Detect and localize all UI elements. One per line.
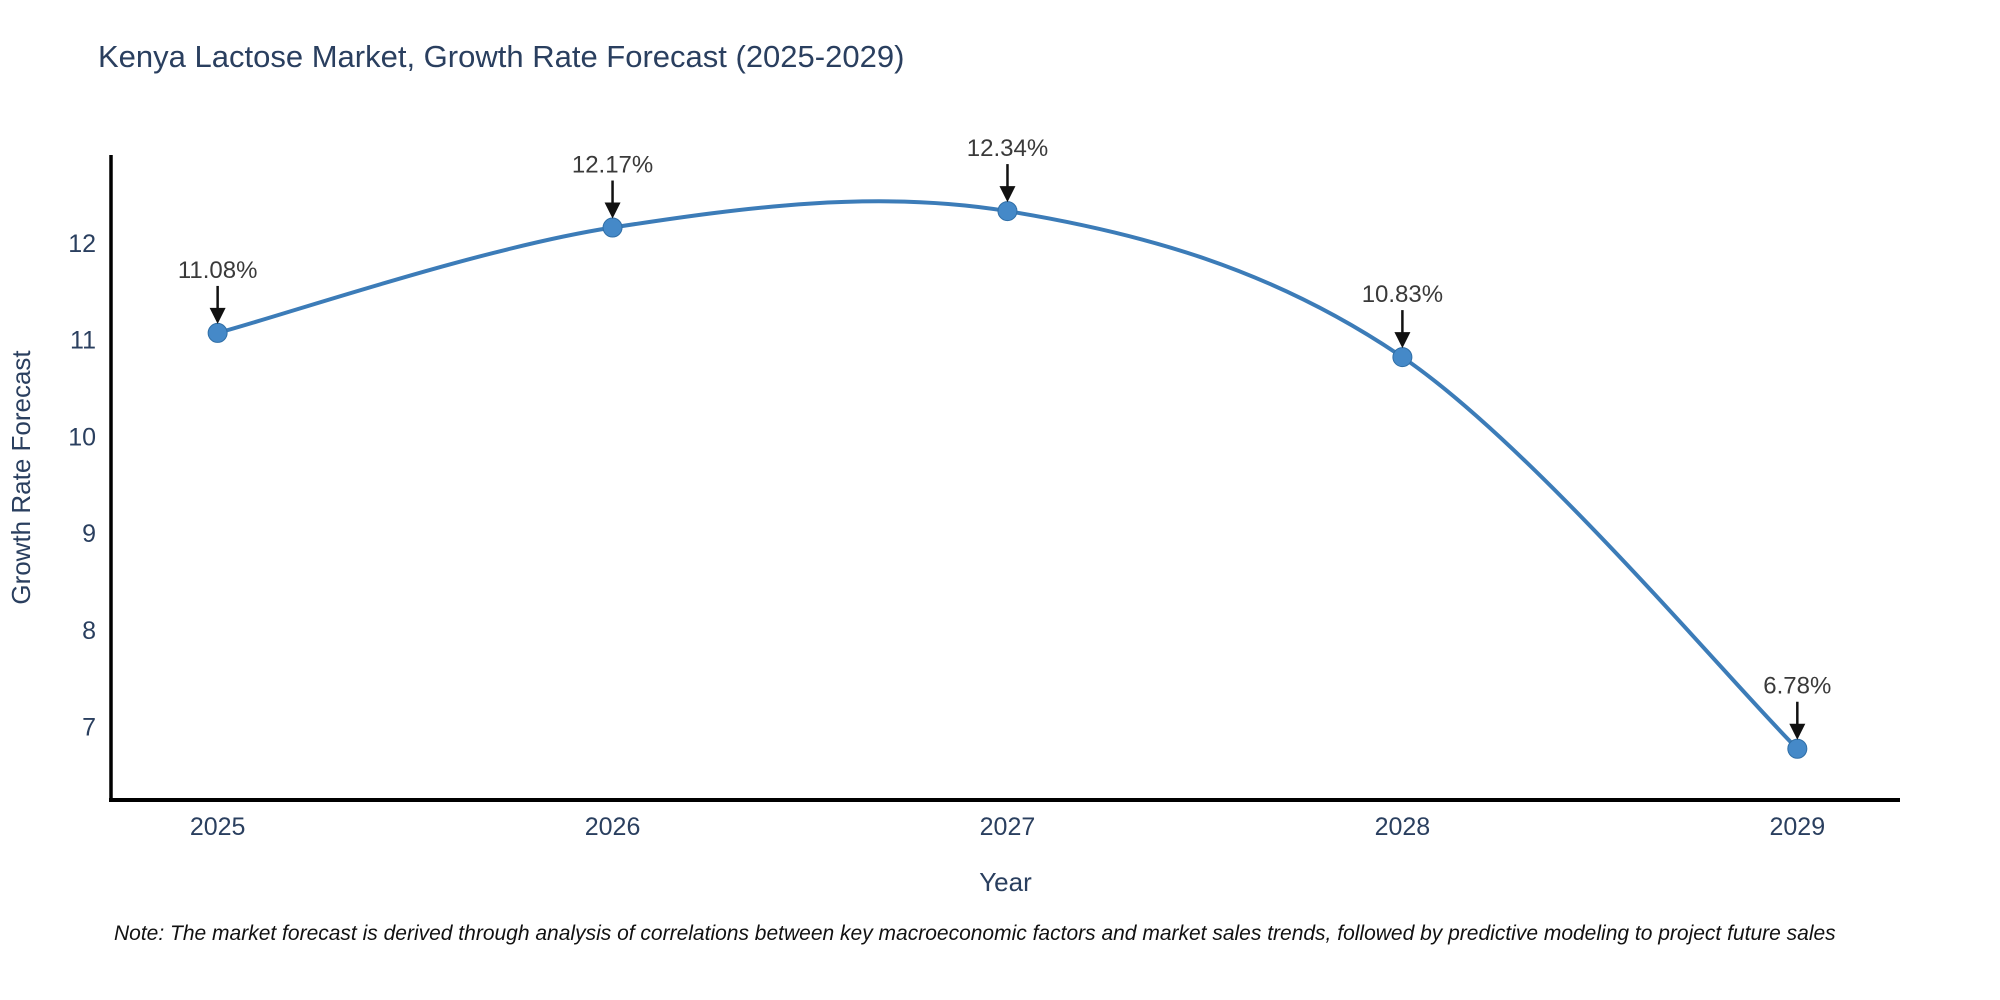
data-point-2029[interactable] bbox=[1787, 738, 1808, 759]
x-tick-label: 2025 bbox=[190, 813, 246, 841]
y-tick-label: 12 bbox=[68, 230, 96, 258]
x-tick-label: 2026 bbox=[585, 813, 641, 841]
point-annotation-2025: 11.08% bbox=[178, 257, 258, 324]
point-annotation-label: 6.78% bbox=[1763, 673, 1831, 700]
x-tick-label: 2027 bbox=[980, 813, 1036, 841]
forecast-line bbox=[217, 199, 1799, 751]
data-point-2025[interactable] bbox=[207, 322, 228, 343]
y-axis-title: Growth Rate Forecast bbox=[6, 350, 36, 605]
point-annotation-label: 10.83% bbox=[1362, 281, 1443, 308]
y-tick-label: 11 bbox=[70, 327, 96, 355]
annotation-arrowhead-icon bbox=[604, 202, 621, 219]
data-point-2028[interactable] bbox=[1392, 347, 1413, 368]
x-axis-title: Year bbox=[979, 867, 1032, 897]
y-tick-label: 9 bbox=[82, 520, 96, 548]
point-annotation-2026: 12.17% bbox=[572, 152, 653, 219]
y-tick-label: 8 bbox=[82, 617, 96, 645]
y-tick-label: 7 bbox=[82, 713, 96, 741]
point-annotation-2029: 6.78% bbox=[1763, 673, 1831, 740]
point-annotation-label: 12.34% bbox=[967, 135, 1048, 162]
data-point-2026[interactable] bbox=[602, 217, 623, 238]
x-tick-label: 2028 bbox=[1375, 813, 1431, 841]
annotation-arrowhead-icon bbox=[1394, 332, 1411, 349]
y-tick-label: 10 bbox=[68, 423, 96, 451]
point-annotation-2028: 10.83% bbox=[1362, 281, 1443, 349]
annotation-arrowhead-icon bbox=[209, 307, 226, 324]
point-annotation-label: 12.17% bbox=[572, 152, 653, 179]
annotation-arrowhead-icon bbox=[1789, 723, 1806, 740]
point-annotation-label: 11.08% bbox=[178, 257, 258, 284]
point-annotation-2027: 12.34% bbox=[967, 135, 1048, 203]
annotation-arrowhead-icon bbox=[999, 186, 1016, 203]
x-tick-label: 2029 bbox=[1770, 813, 1826, 841]
chart-footnote: Note: The market forecast is derived thr… bbox=[114, 922, 1836, 945]
data-point-2027[interactable] bbox=[997, 201, 1018, 222]
chart-title: Kenya Lactose Market, Growth Rate Foreca… bbox=[98, 39, 905, 74]
